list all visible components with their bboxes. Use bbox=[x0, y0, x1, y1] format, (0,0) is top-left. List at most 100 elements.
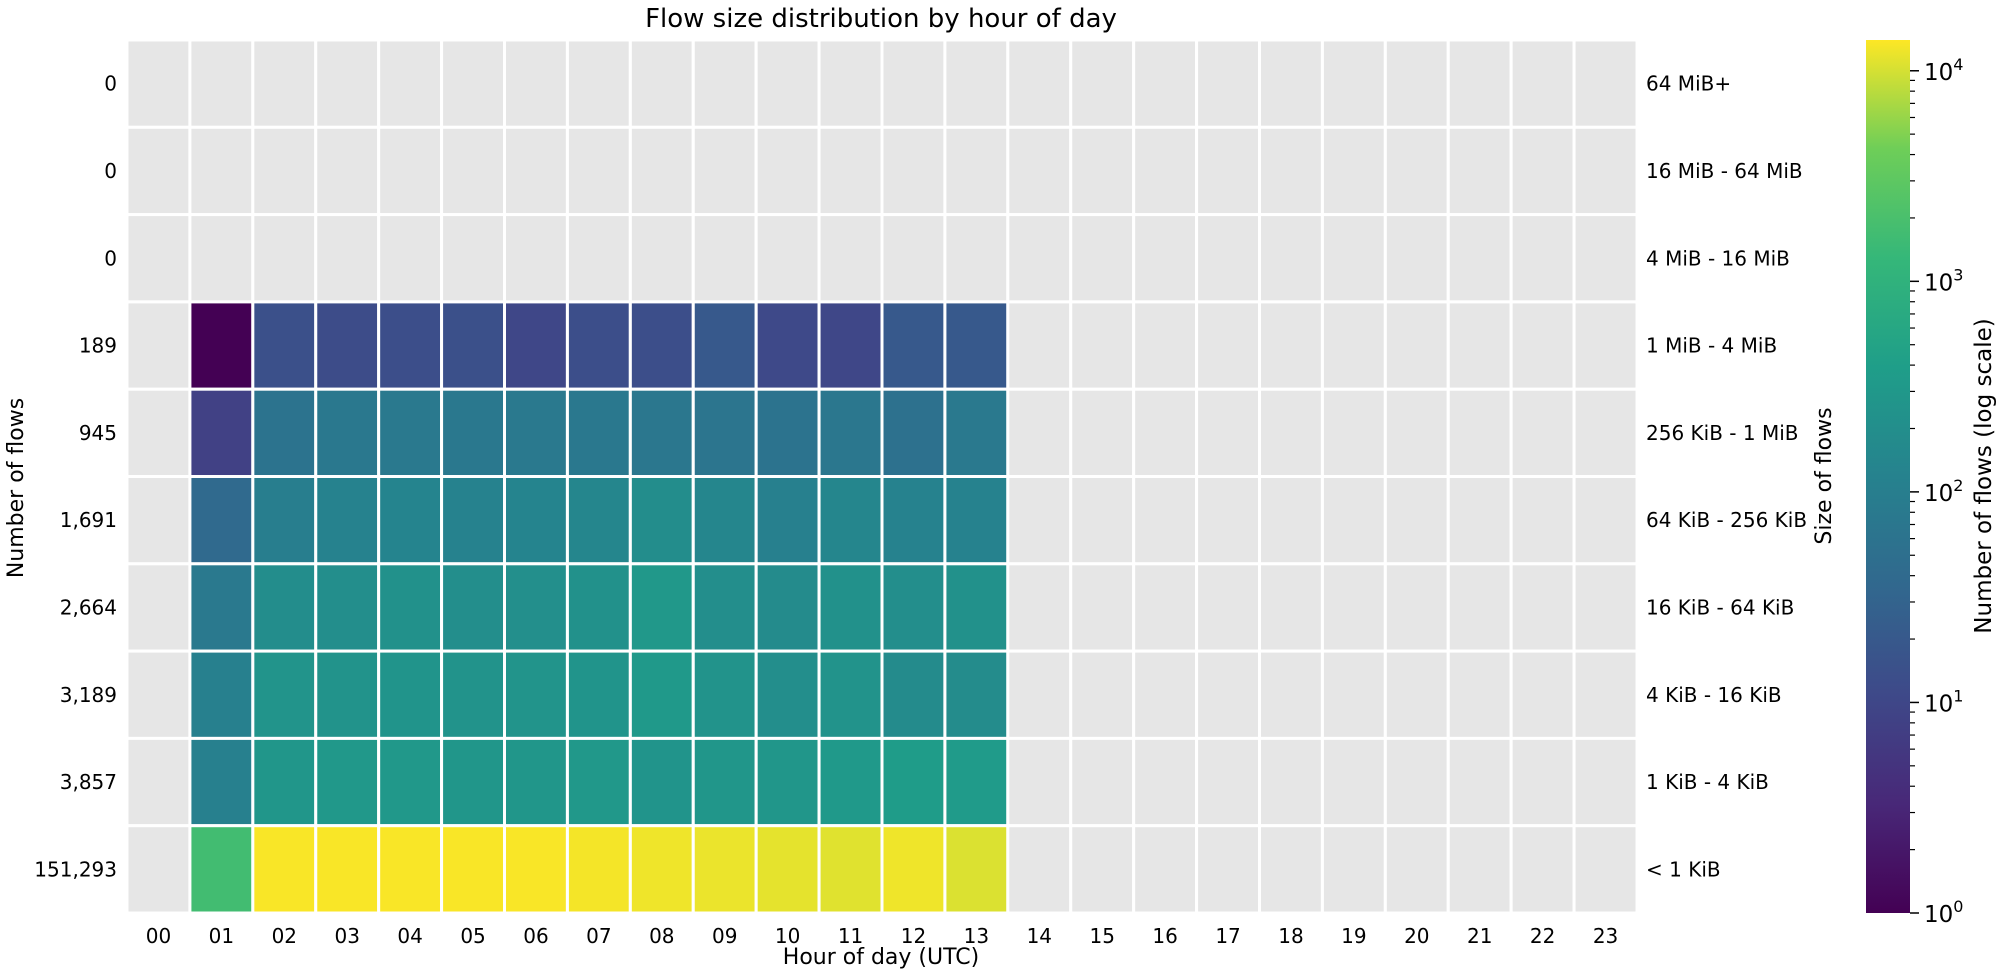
heatmap-cell bbox=[377, 475, 444, 566]
x-tick-label: 07 bbox=[586, 924, 611, 948]
heatmap-cell bbox=[565, 475, 632, 566]
heatmap-cell bbox=[628, 824, 695, 915]
heatmap-cell bbox=[125, 38, 192, 129]
heatmap-cell bbox=[1069, 736, 1136, 828]
heatmap-cell bbox=[754, 387, 821, 479]
heatmap-cell bbox=[1069, 387, 1136, 479]
heatmap-cell bbox=[880, 300, 947, 391]
heatmap-cell bbox=[188, 736, 255, 828]
heatmap-cell bbox=[1195, 300, 1262, 391]
heatmap-cell bbox=[1383, 649, 1450, 740]
x-tick-label: 19 bbox=[1341, 924, 1366, 948]
heatmap-cell bbox=[314, 649, 381, 740]
heatmap-cell bbox=[817, 38, 884, 129]
heatmap-cell bbox=[565, 387, 632, 479]
heatmap-cell bbox=[1132, 824, 1199, 915]
heatmap-cell bbox=[1509, 387, 1576, 479]
heatmap-cell bbox=[943, 649, 1010, 740]
heatmap-cell bbox=[1006, 213, 1073, 304]
heatmap-cell bbox=[1446, 562, 1513, 653]
heatmap-cell bbox=[251, 475, 318, 566]
heatmap-cell bbox=[754, 300, 821, 391]
heatmap-cell bbox=[1132, 475, 1199, 566]
heatmap-cell bbox=[880, 387, 947, 479]
heatmap-cell bbox=[1509, 38, 1576, 129]
heatmap-cell bbox=[188, 213, 255, 304]
heatmap-cell bbox=[1320, 213, 1387, 304]
heatmap-cell bbox=[943, 387, 1010, 479]
heatmap-cell bbox=[1509, 736, 1576, 828]
x-tick-label: 18 bbox=[1278, 924, 1303, 948]
heatmap-cell bbox=[314, 475, 381, 566]
heatmap-cell bbox=[1572, 300, 1639, 391]
heatmap-cell bbox=[817, 736, 884, 828]
heatmap-cell bbox=[1069, 649, 1136, 740]
x-tick-label: 21 bbox=[1467, 924, 1492, 948]
colorbar-ticks: 100 101 102 103 104 bbox=[1910, 55, 1963, 928]
size-bin-label: 1 MiB - 4 MiB bbox=[1646, 334, 1777, 358]
heatmap-cell bbox=[565, 125, 632, 217]
heatmap-cell bbox=[1572, 736, 1639, 828]
heatmap-cell bbox=[440, 125, 507, 217]
heatmap-cell bbox=[188, 38, 255, 129]
size-bin-label: 16 MiB - 64 MiB bbox=[1646, 159, 1803, 183]
heatmap-cell bbox=[1572, 38, 1639, 129]
heatmap-cell bbox=[440, 824, 507, 915]
heatmap-cell bbox=[1006, 736, 1073, 828]
heatmap-cell bbox=[1320, 387, 1387, 479]
heatmap-cell bbox=[188, 387, 255, 479]
heatmap-cell bbox=[440, 736, 507, 828]
heatmap-cell bbox=[1258, 475, 1324, 566]
heatmap-cell bbox=[628, 736, 695, 828]
x-tick-label: 20 bbox=[1404, 924, 1429, 948]
heatmap-cell bbox=[691, 387, 758, 479]
heatmap-cell bbox=[1132, 387, 1199, 479]
heatmap-cell bbox=[1572, 649, 1639, 740]
heatmap-cell bbox=[565, 38, 632, 129]
heatmap-cell bbox=[880, 475, 947, 566]
heatmap-cell bbox=[188, 300, 255, 391]
heatmap-cell bbox=[1195, 649, 1262, 740]
heatmap-cell bbox=[943, 38, 1010, 129]
heatmap-cell bbox=[691, 736, 758, 828]
heatmap-cell bbox=[565, 736, 632, 828]
heatmap-cell bbox=[314, 824, 381, 915]
heatmap-cell bbox=[880, 824, 947, 915]
heatmap-cell bbox=[754, 213, 821, 304]
heatmap-cell bbox=[817, 562, 884, 653]
heatmap-cell bbox=[314, 38, 381, 129]
heatmap-cell bbox=[1006, 387, 1073, 479]
x-tick-label: 06 bbox=[523, 924, 548, 948]
heatmap-cell bbox=[1446, 38, 1513, 129]
heatmap-cell bbox=[817, 213, 884, 304]
heatmap-cell bbox=[1509, 824, 1576, 915]
heatmap-cell bbox=[1446, 824, 1513, 915]
row-total-labels: 0 0 0 189 945 1,691 2,664 3,189 3,857 151,293 bbox=[34, 72, 117, 882]
heatmap-cell bbox=[377, 736, 444, 828]
heatmap-cell bbox=[943, 562, 1010, 653]
heatmap-cell bbox=[880, 649, 947, 740]
heatmap-cell bbox=[188, 125, 255, 217]
heatmap-cell bbox=[440, 300, 507, 391]
x-tick-label: 23 bbox=[1593, 924, 1618, 948]
heatmap-cell bbox=[1572, 475, 1639, 566]
heatmap-cell bbox=[880, 38, 947, 129]
heatmap-cell bbox=[817, 824, 884, 915]
heatmap-cell bbox=[628, 562, 695, 653]
x-tick-labels: 00 01 02 03 04 05 06 07 08 09 10 11 12 13 14 15 16 17 18 19… bbox=[146, 924, 1619, 948]
heatmap-cell bbox=[817, 125, 884, 217]
heatmap-cell bbox=[754, 562, 821, 653]
heatmap-cell bbox=[251, 125, 318, 217]
size-bin-label: 64 KiB - 256 KiB bbox=[1646, 508, 1807, 532]
row-total-label: 3,857 bbox=[60, 770, 117, 794]
heatmap-cell bbox=[125, 387, 192, 479]
heatmap-cell bbox=[1320, 736, 1387, 828]
heatmap-cell bbox=[1195, 38, 1262, 129]
heatmap-cell bbox=[1069, 562, 1136, 653]
heatmap-cell bbox=[1258, 125, 1324, 217]
size-bin-label: 64 MiB+ bbox=[1646, 72, 1731, 96]
heatmap-cell bbox=[1383, 736, 1450, 828]
x-tick-label: 14 bbox=[1027, 924, 1052, 948]
heatmap-cell bbox=[1320, 824, 1387, 915]
heatmap-cell bbox=[314, 300, 381, 391]
